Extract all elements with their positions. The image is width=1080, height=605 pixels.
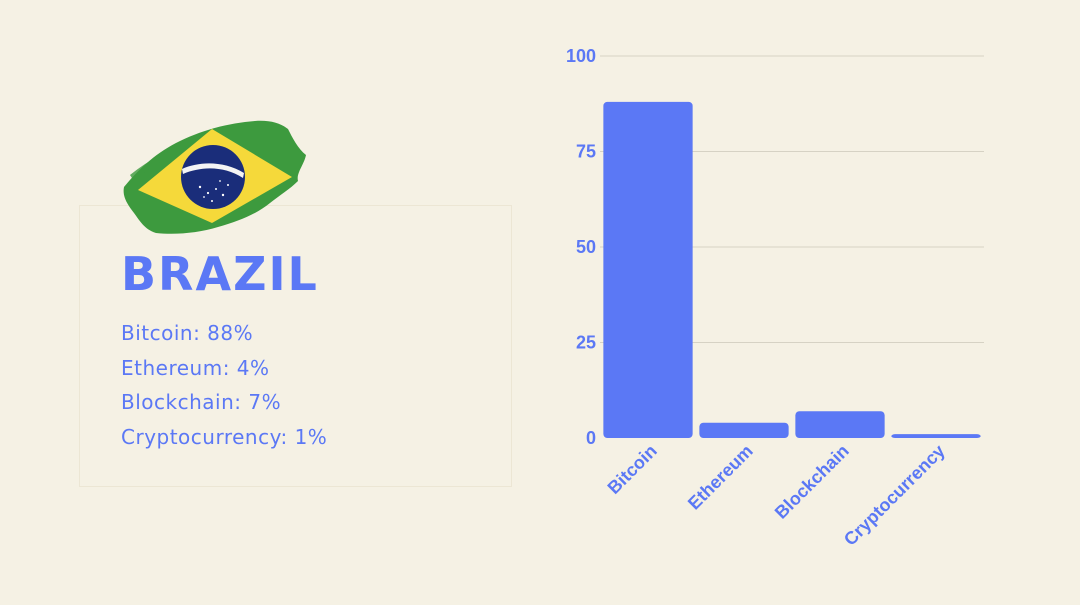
x-tick-label: Blockchain xyxy=(771,441,853,523)
x-tick-label: Bitcoin xyxy=(604,441,661,498)
stats-list: Bitcoin: 88% Ethereum: 4% Blockchain: 7%… xyxy=(121,318,327,456)
stat-item-blockchain: Blockchain: 7% xyxy=(121,390,282,414)
x-tick-label: Cryptocurrency xyxy=(840,441,949,550)
y-tick-label: 75 xyxy=(576,142,596,162)
stat-item-cryptocurrency: Cryptocurrency: 1% xyxy=(121,424,328,449)
bar-chart: 0 25 50 75 100 Bitcoin Ethereum BlockchainCrypt… xyxy=(566,46,984,550)
summary-card xyxy=(79,205,512,487)
y-tick-label: 0 xyxy=(586,428,596,448)
y-tick-label: 25 xyxy=(576,333,596,353)
bar-bitcoin xyxy=(603,101,693,438)
y-tick-label: 50 xyxy=(576,237,596,257)
stat-item-bitcoin: Bitcoin: 88% xyxy=(121,321,254,345)
y-tick-label: 100 xyxy=(566,46,596,66)
stat-item-ethereum: Ethereum: 4% xyxy=(121,355,270,380)
bar-blockchain xyxy=(795,411,885,438)
bar-cryptocurrency xyxy=(891,434,981,438)
x-tick-label: Ethereum xyxy=(684,441,757,514)
bar-ethereum xyxy=(699,422,789,438)
brazil-flag-icon xyxy=(123,120,306,234)
country-title: BRAZIL xyxy=(121,247,319,301)
